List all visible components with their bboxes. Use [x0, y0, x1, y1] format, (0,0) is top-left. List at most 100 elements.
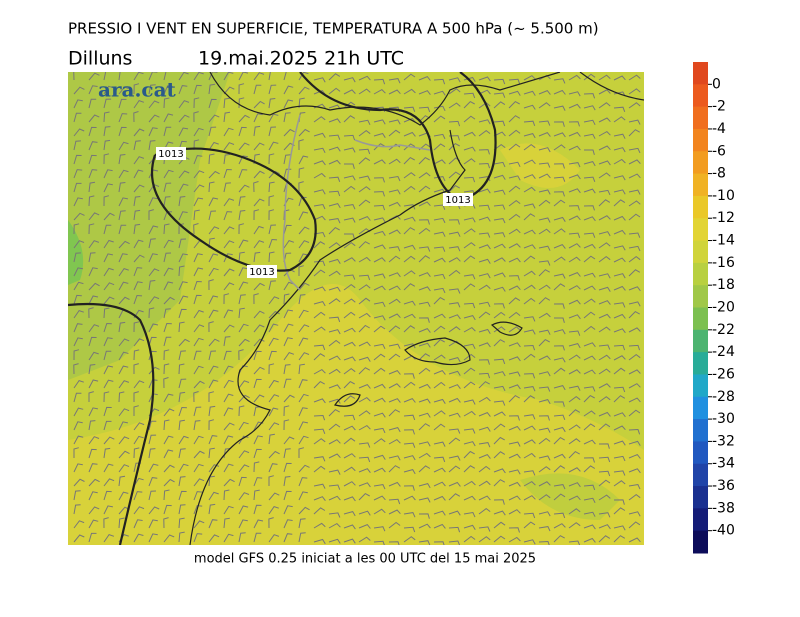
wind-barb: [148, 280, 156, 291]
wind-barb: [103, 379, 114, 389]
wind-barb: [88, 436, 100, 445]
wind-barb: [583, 484, 596, 491]
wind-barb: [343, 367, 356, 375]
wind-barb: [628, 286, 641, 292]
wind-barb: [238, 126, 247, 137]
wind-barb: [493, 78, 506, 85]
wind-barb: [508, 78, 521, 85]
wind-barb: [568, 256, 581, 263]
wind-barb: [148, 490, 157, 501]
wind-barb: [373, 495, 386, 501]
wind-barb: [478, 284, 491, 291]
wind-barb: [298, 253, 309, 263]
wind-barb: [358, 482, 371, 488]
wind-barb: [223, 72, 234, 81]
wind-barb: [178, 531, 185, 543]
wind-barb: [133, 223, 141, 235]
wind-barb: [343, 453, 356, 459]
wind-barb: [403, 172, 416, 179]
wind-barb: [478, 495, 491, 501]
colorbar-label: -20: [712, 300, 735, 316]
colorbar-label: -38: [712, 500, 735, 516]
wind-barb: [493, 479, 506, 487]
colorbar-label: -16: [712, 255, 735, 271]
wind-barb: [118, 421, 128, 431]
wind-barb: [373, 438, 386, 445]
wind-barb: [538, 102, 551, 109]
wind-barb: [223, 211, 233, 221]
wind-barb: [343, 204, 356, 210]
wind-barb: [538, 427, 551, 433]
wind-barb: [343, 185, 356, 193]
wind-barb: [73, 267, 83, 277]
wind-barb: [553, 345, 565, 351]
wind-barb: [493, 385, 506, 392]
wind-barb: [373, 301, 386, 308]
wind-barb: [463, 255, 476, 263]
wind-barb: [343, 115, 356, 123]
wind-barb: [403, 227, 416, 235]
wind-barb: [178, 183, 189, 193]
wind-barb: [628, 119, 641, 125]
wind-barb: [193, 406, 202, 417]
wind-barb: [508, 415, 520, 421]
wind-barb: [118, 321, 126, 333]
wind-barb: [583, 369, 596, 375]
wind-barb: [103, 282, 115, 291]
wind-barb: [73, 392, 82, 403]
isobar: [68, 72, 497, 545]
wind-barb: [358, 492, 370, 501]
wind-barb: [613, 116, 626, 123]
wind-barb: [388, 521, 401, 529]
wind-barb: [433, 246, 446, 252]
wind-barb: [193, 155, 203, 165]
wind-barb: [583, 232, 596, 238]
colorbar-label: -28: [712, 389, 735, 405]
wind-barb: [223, 240, 235, 249]
wind-barb: [343, 298, 356, 305]
wind-barb: [583, 188, 596, 194]
wind-barb: [283, 351, 295, 361]
wind-barb: [553, 216, 566, 222]
wind-barb: [538, 329, 551, 335]
wind-barb: [283, 154, 291, 165]
wind-barb: [538, 269, 550, 277]
wind-barb: [568, 450, 580, 459]
wind-barb: [238, 239, 249, 249]
wind-barb: [283, 128, 295, 137]
wind-barb: [193, 463, 204, 473]
wind-barb: [598, 117, 611, 123]
wind-barb: [583, 423, 596, 431]
wind-barb: [118, 475, 126, 487]
wind-barb: [328, 398, 341, 404]
wind-barb: [628, 245, 641, 252]
wind-barb: [133, 72, 144, 81]
wind-barb: [208, 170, 220, 179]
wind-barb: [538, 526, 551, 532]
wind-barb: [193, 267, 204, 277]
wind-barb: [433, 398, 446, 404]
wind-barb: [328, 87, 341, 95]
colorbar-segment: [693, 486, 708, 509]
wind-barb: [193, 365, 204, 375]
wind-barb: [328, 495, 341, 501]
wind-barb: [283, 378, 292, 389]
wind-barb: [268, 153, 275, 165]
wind-barb: [403, 88, 416, 95]
wind-barb: [178, 321, 185, 333]
wind-barb: [208, 464, 220, 473]
colorbar-segment: [693, 530, 708, 554]
wind-barb: [268, 84, 277, 95]
wind-barb: [223, 365, 234, 375]
wind-barb: [403, 512, 416, 518]
wind-barb: [313, 368, 326, 375]
wind-barb: [118, 197, 128, 207]
wind-barb: [223, 379, 234, 389]
wind-barb: [298, 211, 309, 221]
wind-barb: [358, 410, 371, 417]
wind-barb: [493, 189, 506, 195]
wind-barb: [103, 391, 110, 403]
wind-barb: [73, 463, 83, 473]
wind-barb: [493, 232, 506, 238]
wind-barb: [628, 327, 641, 333]
